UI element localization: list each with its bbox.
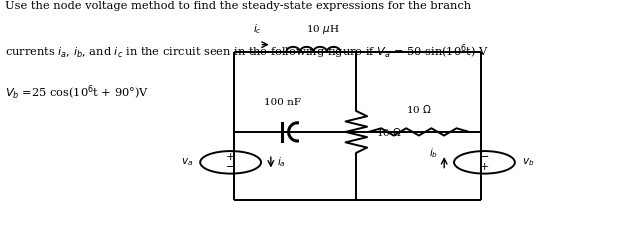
Text: $i_a$: $i_a$ <box>277 156 285 169</box>
Text: +: + <box>480 162 489 173</box>
Text: $V_b$ =25 cos(10$^6$t + 90°)V: $V_b$ =25 cos(10$^6$t + 90°)V <box>5 84 149 102</box>
Text: +: + <box>226 152 235 162</box>
Text: $v_a$: $v_a$ <box>181 156 193 168</box>
Text: $i_b$: $i_b$ <box>429 146 438 160</box>
Text: $i_c$: $i_c$ <box>253 23 261 37</box>
Text: 10 $\mu$H: 10 $\mu$H <box>306 23 340 36</box>
Text: 10 $\Omega$: 10 $\Omega$ <box>406 103 432 115</box>
Text: 10 $\Omega$: 10 $\Omega$ <box>376 126 402 138</box>
Text: −: − <box>480 152 489 162</box>
Text: Use the node voltage method to find the steady-state expressions for the branch: Use the node voltage method to find the … <box>5 1 471 11</box>
Text: −: − <box>226 162 235 173</box>
Text: 100 nF: 100 nF <box>264 98 301 107</box>
Text: $v_b$: $v_b$ <box>522 156 535 168</box>
Text: currents $i_a$, $i_b$, and $i_c$ in the circuit seen in the following figure if : currents $i_a$, $i_b$, and $i_c$ in the … <box>5 42 489 61</box>
